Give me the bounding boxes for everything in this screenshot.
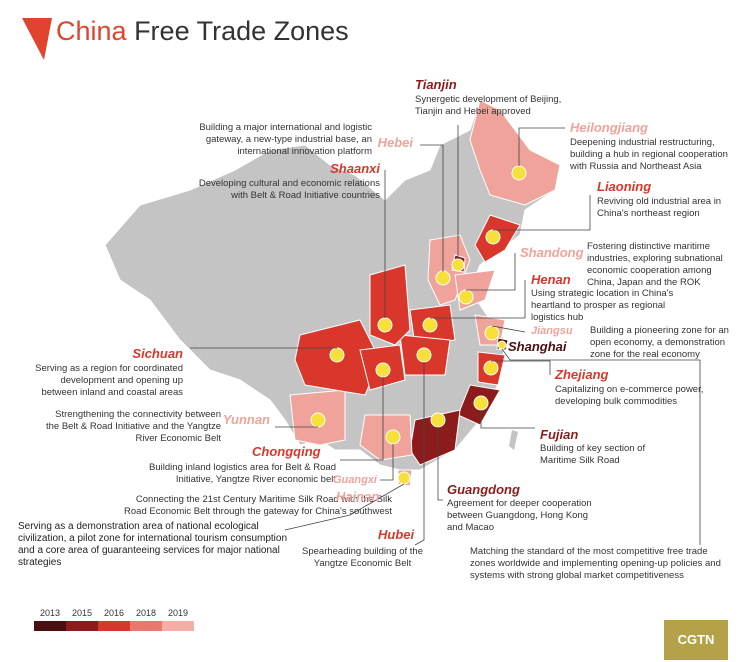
legend-item: 2013 — [34, 608, 66, 631]
zone-name: Tianjin — [415, 77, 457, 92]
zone-name: Heilongjiang — [570, 120, 648, 135]
legend-swatch — [98, 621, 130, 631]
zone-name: Fujian — [540, 427, 579, 442]
zone-name: Shaanxi — [330, 161, 380, 176]
legend: 2013 2015 2016 2018 2019 — [34, 608, 194, 631]
zone-description: Serving as a demonstration area of natio… — [18, 521, 288, 568]
zone-name: Guangxi — [332, 474, 377, 486]
zone-description: Building inland logistics area for Belt … — [149, 462, 336, 485]
title-highlight: China — [56, 16, 127, 46]
zone-description: Agreement for deeper cooperation between… — [447, 498, 592, 533]
legend-label: 2018 — [135, 608, 157, 618]
zone-description: Developing cultural and economic relatio… — [198, 178, 380, 201]
zone-name: Yunnan — [222, 412, 270, 427]
zone-description: Building a major international and logis… — [199, 122, 372, 157]
zone-description: Deepening industrial restructuring, buil… — [570, 137, 728, 172]
legend-swatch — [66, 621, 98, 631]
zone-name: Hubei — [378, 527, 415, 542]
zone-name: Chongqing — [252, 444, 321, 459]
legend-label: 2015 — [71, 608, 93, 618]
legend-label: 2016 — [103, 608, 125, 618]
zone-description: Spearheading building of the Yangtze Eco… — [302, 546, 423, 569]
taiwan — [509, 430, 518, 450]
zone-name: Shandong — [520, 245, 584, 260]
zone-name: Henan — [531, 272, 571, 287]
legend-swatch — [162, 621, 194, 631]
zone-description: Building of key section of Maritime Silk… — [540, 443, 646, 466]
zone-name: Zhejiang — [555, 367, 609, 382]
zone-description: Capitalizing on e-commerce power, develo… — [555, 384, 704, 407]
legend-swatch — [34, 621, 66, 631]
zone-description: Using strategic location in China's hear… — [531, 288, 674, 323]
zone-description: Reviving old industrial area in China's … — [597, 196, 722, 219]
zone-name: Sichuan — [132, 346, 183, 361]
legend-swatch — [130, 621, 162, 631]
zone-name: Hainan — [336, 489, 380, 504]
legend-item: 2019 — [162, 608, 194, 631]
zone-name: Hebei — [377, 135, 413, 150]
zone-description: Synergetic development of Beijing, Tianj… — [415, 94, 562, 117]
leader-lines — [190, 125, 701, 546]
legend-item: 2015 — [66, 608, 98, 631]
legend-label: 2019 — [167, 608, 189, 618]
legend-label: 2013 — [39, 608, 61, 618]
zone-description: Matching the standard of the most compet… — [470, 546, 721, 581]
brand-logo: CGTN — [664, 620, 728, 660]
zone-name: Shanghai — [508, 339, 567, 354]
zone-name: Liaoning — [597, 179, 652, 194]
zone-description: Serving as a region for coordinated deve… — [35, 363, 183, 398]
zone-name: Guangdong — [447, 482, 520, 497]
zone-name: Jiangsu — [531, 325, 573, 337]
legend-item: 2018 — [130, 608, 162, 631]
zone-dots — [310, 165, 527, 485]
zone-description: Strengthening the connectivity between t… — [46, 409, 221, 444]
zone-description: Connecting the 21st Century Maritime Sil… — [124, 494, 392, 517]
title-rest: Free Trade Zones — [134, 16, 349, 46]
zone-description: Building a pioneering zone for an open e… — [590, 325, 729, 360]
legend-item: 2016 — [98, 608, 130, 631]
title-mark — [22, 18, 52, 60]
zone-description: Fostering distinctive maritime industrie… — [587, 241, 723, 288]
title: China Free Trade Zones — [56, 16, 349, 47]
